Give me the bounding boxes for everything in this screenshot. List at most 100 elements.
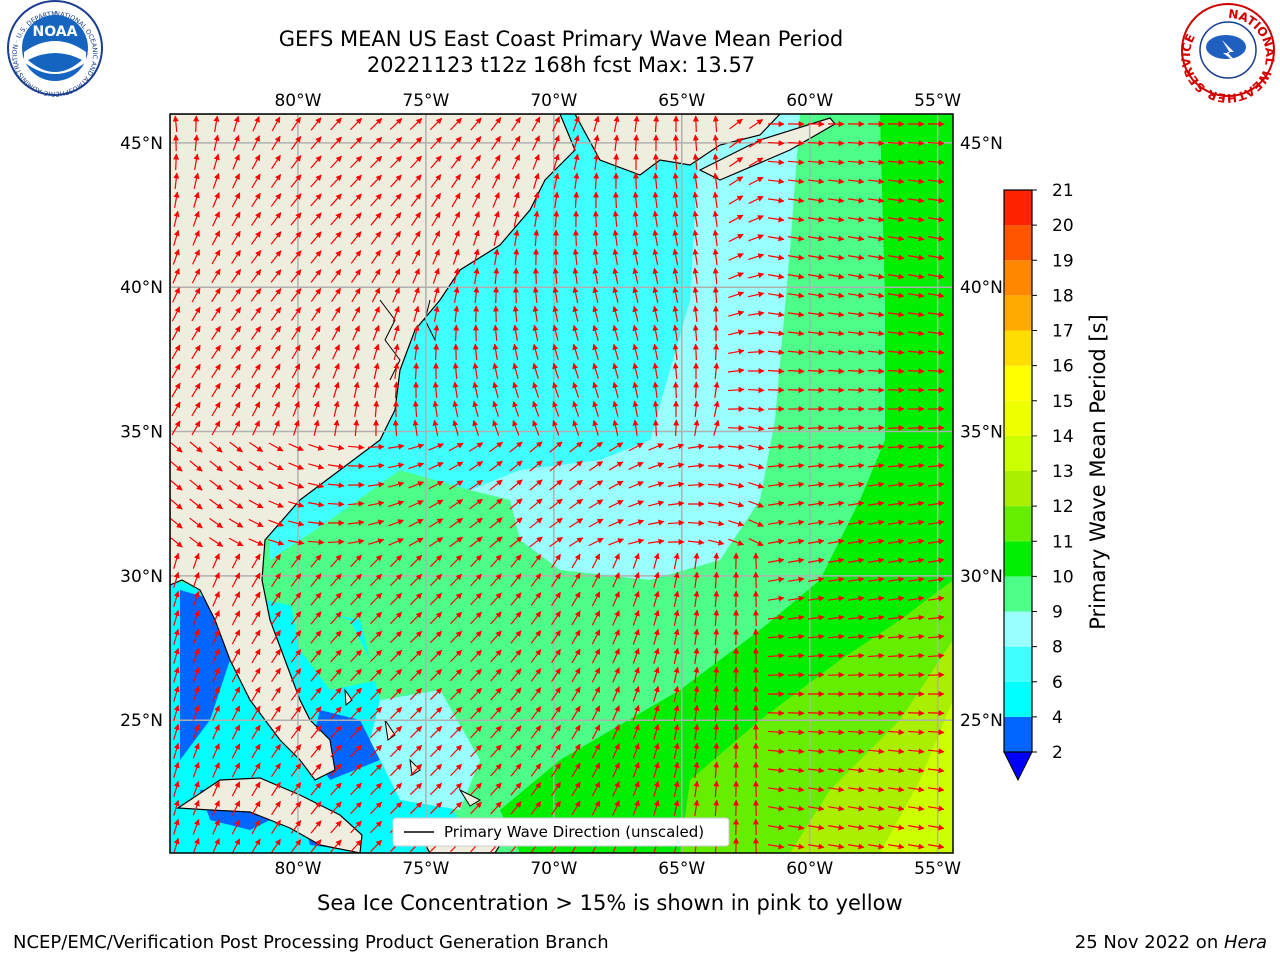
direction-arrow (428, 480, 444, 490)
direction-arrow (211, 287, 221, 303)
direction-arrow (388, 500, 405, 508)
direction-arrow (927, 178, 945, 185)
direction-arrow (888, 216, 905, 223)
direction-arrow (807, 368, 825, 375)
lon-label-bottom: 60°W (786, 859, 833, 879)
direction-arrow (747, 329, 765, 336)
direction-arrow (827, 481, 845, 488)
direction-arrow (908, 500, 925, 507)
direction-arrow (868, 538, 885, 545)
direction-arrow (173, 172, 180, 190)
direction-arrow (608, 499, 624, 509)
direction-arrow (290, 212, 302, 226)
direction-arrow (907, 443, 925, 450)
direction-arrow (230, 268, 242, 283)
direction-arrow (692, 115, 699, 133)
direction-arrow (807, 710, 825, 717)
direction-arrow (231, 344, 241, 359)
direction-arrow (471, 192, 481, 208)
direction-arrow (529, 460, 543, 472)
direction-arrow (728, 520, 745, 527)
direction-arrow (531, 116, 541, 132)
direction-arrow (549, 441, 563, 453)
direction-arrow (847, 710, 865, 717)
direction-arrow (752, 628, 759, 646)
direction-arrow (350, 573, 362, 587)
colorbar-segment (1004, 611, 1032, 647)
direction-arrow (453, 324, 460, 342)
direction-arrow (828, 519, 845, 526)
direction-arrow (492, 381, 499, 398)
direction-arrow (632, 248, 639, 265)
direction-arrow (928, 557, 945, 564)
colorbar-ticks: 2 4 6 8 9 10 11 12 13 14 15 16 17 18 19 20 21 (1032, 181, 1074, 763)
direction-arrow (907, 330, 925, 337)
colorbar-tick-label: 20 (1052, 216, 1074, 236)
direction-arrow (612, 210, 619, 228)
direction-arrow (211, 420, 221, 436)
direction-arrow (310, 554, 322, 568)
direction-arrow (728, 253, 744, 261)
direction-arrow (430, 155, 442, 169)
direction-arrow (728, 272, 745, 280)
direction-arrow (767, 197, 785, 204)
direction-arrow (692, 229, 699, 246)
direction-arrow (787, 178, 805, 185)
direction-arrow (211, 401, 221, 417)
direction-arrow (211, 382, 221, 398)
direction-arrow (511, 116, 521, 132)
direction-arrow (752, 666, 759, 684)
direction-arrow (189, 498, 203, 510)
direction-arrow (172, 248, 180, 265)
direction-arrow (907, 178, 925, 185)
direction-arrow (549, 460, 563, 472)
direction-arrow (232, 134, 240, 151)
direction-arrow (332, 362, 340, 379)
direction-arrow (887, 462, 905, 469)
direction-arrow (310, 136, 322, 150)
direction-arrow (513, 191, 520, 208)
direction-arrow (927, 443, 945, 450)
direction-arrow (369, 155, 383, 169)
direction-arrow (907, 481, 925, 488)
direction-arrow (191, 306, 201, 322)
direction-arrow (431, 230, 441, 246)
direction-arrow (310, 212, 322, 226)
direction-arrow (748, 234, 765, 242)
direction-arrow (613, 153, 620, 171)
direction-arrow (470, 573, 482, 587)
direction-arrow (572, 286, 579, 303)
direction-arrow (788, 273, 805, 280)
direction-arrow (648, 519, 665, 526)
colorbar-segment (1004, 400, 1032, 436)
direction-arrow (371, 249, 381, 264)
colorbar-tick-label: 6 (1052, 673, 1063, 693)
direction-arrow (209, 517, 224, 529)
direction-arrow (428, 518, 444, 528)
direction-arrow (672, 210, 679, 227)
direction-arrow (687, 539, 705, 546)
direction-arrow (927, 349, 945, 356)
sea-ice-note: Sea Ice Concentration > 15% is shown in … (317, 891, 903, 915)
lat-label-left: 35°N (120, 423, 163, 443)
direction-arrow (592, 324, 599, 341)
chart-subtitle: 20221123 t12z 168h fcst Max: 13.57 (366, 53, 756, 77)
direction-arrow (489, 517, 503, 529)
direction-arrow (867, 140, 885, 147)
direction-arrow (593, 172, 600, 190)
direction-arrow (170, 517, 183, 529)
direction-arrow (391, 249, 401, 265)
colorbar-segment (1004, 365, 1032, 401)
direction-arrow (888, 557, 905, 564)
direction-arrow (369, 117, 383, 131)
direction-arrow (713, 381, 720, 398)
direction-arrow (752, 761, 759, 779)
direction-arrow (712, 286, 719, 304)
direction-arrow (251, 572, 261, 588)
direction-arrow (612, 191, 619, 209)
direction-arrow (509, 517, 523, 529)
direction-arrow (529, 517, 543, 529)
direction-arrow (347, 500, 365, 507)
direction-arrow (888, 538, 905, 545)
direction-arrow (189, 479, 203, 491)
